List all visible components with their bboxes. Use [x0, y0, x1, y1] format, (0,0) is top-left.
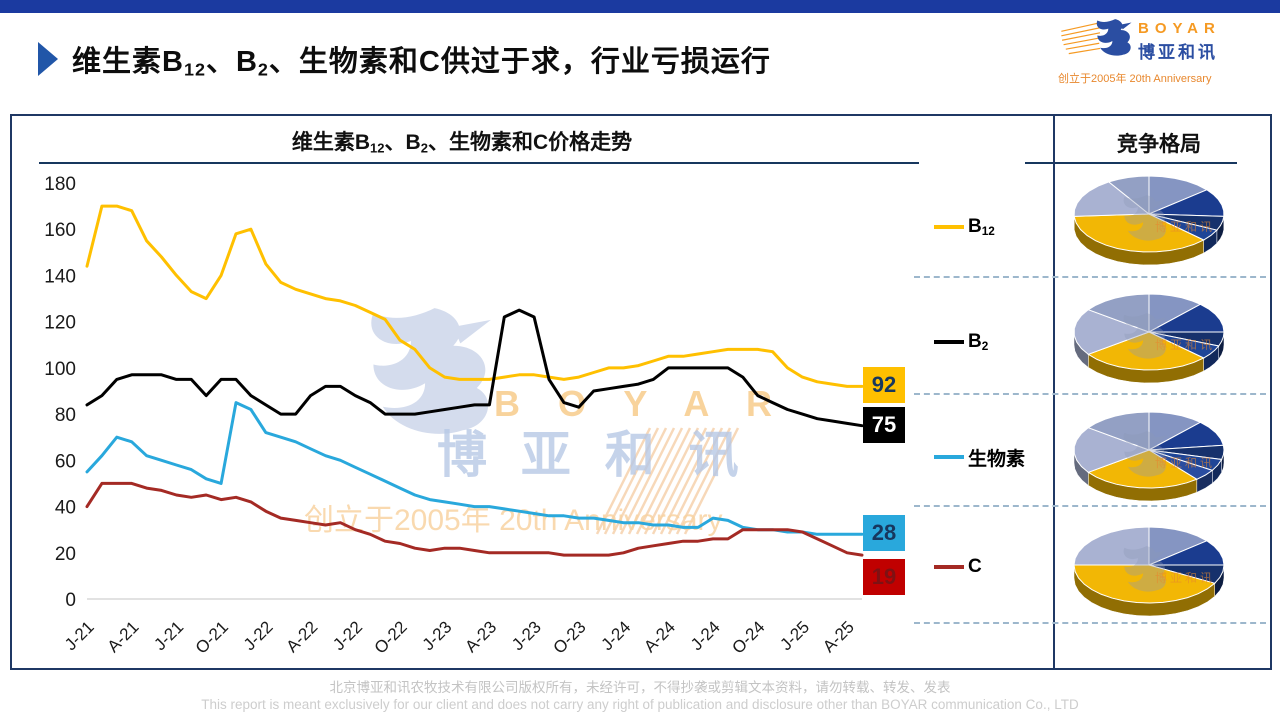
logo-brand-cn: 博亚和讯	[1138, 42, 1218, 62]
legend-swatch-b2	[934, 340, 964, 344]
svg-text:180: 180	[44, 174, 76, 195]
svg-text:J-21: J-21	[61, 617, 98, 654]
svg-text:J-22: J-22	[240, 617, 277, 654]
legend-label-c: C	[968, 556, 982, 577]
svg-text:J-22: J-22	[329, 617, 366, 654]
logo-row: BOYAR 博亚和讯	[1058, 15, 1250, 67]
end-label-b12: 92	[863, 367, 905, 403]
svg-text:60: 60	[55, 451, 76, 472]
svg-text:博亚和讯: 博亚和讯	[1155, 455, 1215, 470]
chart-title-underline	[39, 162, 919, 164]
panel-divider	[1053, 116, 1055, 668]
svg-text:A-21: A-21	[104, 617, 143, 656]
legend-item-b12: B12	[934, 208, 995, 246]
legend-item-biotin: 生物素	[934, 438, 1025, 476]
legend-label-b2: B2	[968, 331, 989, 353]
svg-text:160: 160	[44, 220, 76, 241]
svg-text:J-23: J-23	[508, 617, 545, 654]
row-separator-3	[914, 505, 1266, 507]
svg-text:A-25: A-25	[819, 617, 858, 656]
footer-copyright-en: This report is meant exclusively for our…	[201, 697, 1079, 712]
pie-chart-b2: 博亚和讯	[1073, 293, 1225, 384]
competition-title-underline	[1025, 162, 1237, 164]
footer-copyright-cn: 北京博亚和讯农牧技术有限公司版权所有，未经许可，不得抄袭或剪辑文本资料，请勿转载…	[329, 680, 951, 695]
legend-swatch-c	[934, 565, 964, 569]
row-separator-4	[914, 622, 1266, 624]
pie-chart-biotin: 博亚和讯	[1073, 411, 1225, 502]
svg-text:A-24: A-24	[640, 617, 679, 656]
end-label-c: 19	[863, 559, 905, 595]
row-separator-1	[914, 276, 1266, 278]
svg-text:O-24: O-24	[728, 617, 768, 657]
svg-text:博亚和讯: 博亚和讯	[1155, 219, 1215, 234]
legend-label-b12: B12	[968, 216, 995, 238]
svg-text:J-24: J-24	[687, 617, 724, 654]
end-label-biotin: 28	[863, 515, 905, 551]
svg-text:J-21: J-21	[150, 617, 187, 654]
svg-text:J-25: J-25	[776, 617, 813, 654]
top-accent-bar	[0, 0, 1280, 13]
svg-text:80: 80	[55, 405, 76, 426]
legend-label-biotin: 生物素	[968, 448, 1026, 470]
title-arrow-icon	[38, 42, 58, 76]
page-title: 维生素B12、B2、生物素和C供过于求，行业亏损运行	[72, 46, 771, 80]
svg-text:O-22: O-22	[371, 617, 411, 657]
svg-text:J-24: J-24	[598, 617, 635, 654]
legend-item-c: C	[934, 548, 982, 586]
svg-text:0: 0	[65, 590, 76, 611]
svg-text:博亚和讯: 博亚和讯	[1155, 570, 1215, 585]
svg-text:140: 140	[44, 266, 76, 287]
competition-title: 竞争格局	[1117, 133, 1201, 156]
svg-text:A-23: A-23	[461, 617, 500, 656]
svg-text:O-23: O-23	[549, 617, 589, 657]
svg-text:O-21: O-21	[192, 617, 232, 657]
logo-texts: BOYAR 博亚和讯	[1138, 20, 1221, 63]
pie-chart-c: 博亚和讯	[1073, 526, 1225, 617]
svg-text:博 亚 和 讯: 博 亚 和 讯	[437, 427, 749, 483]
logo-brand-en: BOYAR	[1138, 19, 1221, 37]
row-separator-2	[914, 393, 1266, 395]
svg-text:40: 40	[55, 498, 76, 519]
bird-logo-icon	[1061, 19, 1132, 56]
svg-text:120: 120	[44, 313, 76, 334]
svg-text:100: 100	[44, 359, 76, 380]
legend-swatch-biotin	[934, 455, 964, 459]
legend-swatch-b12	[934, 225, 964, 229]
chart-title: 维生素B12、B2、生物素和C价格走势	[291, 131, 633, 156]
page-title-row: 维生素B12、B2、生物素和C供过于求，行业亏损运行	[38, 38, 771, 80]
svg-text:B O Y A R: B O Y A R	[494, 383, 786, 424]
logo-anniversary: 创立于2005年 20th Anniversary	[1058, 73, 1212, 85]
svg-text:博亚和讯: 博亚和讯	[1155, 337, 1215, 352]
legend-item-b2: B2	[934, 323, 988, 361]
svg-text:20: 20	[55, 544, 76, 565]
svg-text:A-22: A-22	[283, 617, 322, 656]
pie-chart-b12: 博亚和讯	[1073, 175, 1225, 266]
svg-text:J-23: J-23	[419, 617, 456, 654]
end-label-b2: 75	[863, 407, 905, 443]
boyar-logo: BOYAR 博亚和讯 创立于2005年 20th Anniversary	[1058, 15, 1250, 86]
